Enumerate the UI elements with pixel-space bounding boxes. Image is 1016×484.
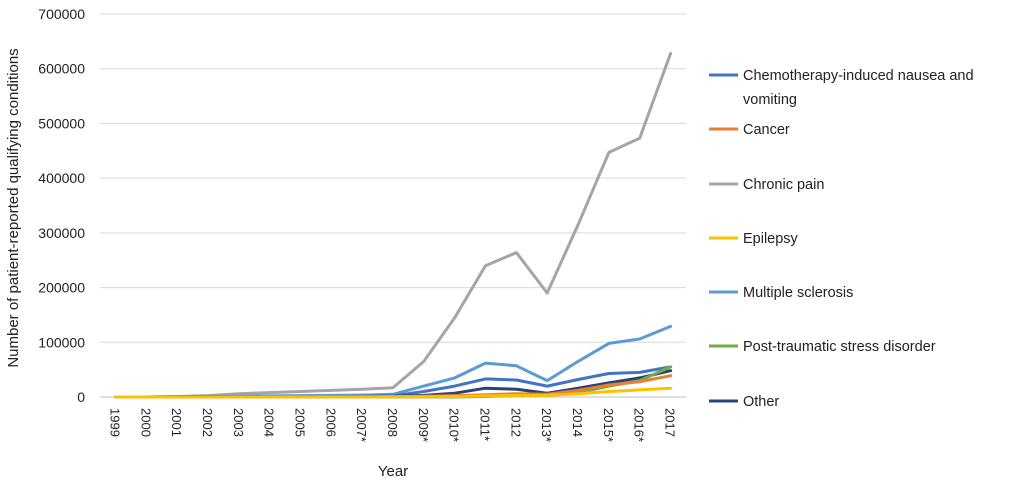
legend-label: Epilepsy [743,231,799,247]
legend-item: Epilepsy [709,231,799,247]
x-tick-label: 2016* [632,408,647,442]
x-tick-label: 1999 [107,408,122,437]
x-tick-label: 2003 [231,408,246,437]
y-tick-label: 400000 [38,170,85,186]
x-tick-label: 2008 [385,408,400,437]
y-tick-label: 600000 [38,61,85,77]
legend-label: Cancer [743,122,790,138]
series-lines [113,51,673,399]
x-tick-label: 2011* [478,408,493,441]
legend-label: Chemotherapy-induced nausea and vomiting [743,68,974,108]
legend-item: Other [709,394,779,410]
legend-item: Multiple sclerosis [709,285,853,301]
series-line-chronic-pain [113,51,673,399]
x-tick-label: 2005 [292,408,307,437]
y-tick-label: 300000 [38,225,85,241]
x-tick-label: 2002 [200,408,215,437]
y-tick-label: 700000 [38,6,85,22]
y-axis-title: Number of patient-reported qualifying co… [5,48,22,367]
series-line-epilepsy [113,386,673,399]
x-tick-label: 2001 [169,408,184,437]
x-tick-label: 2015* [601,408,616,442]
y-tick-label: 100000 [38,334,85,350]
y-tick-label: 500000 [38,115,85,131]
x-tick-label: 2006 [323,408,338,437]
legend-label: Chronic pain [743,177,824,193]
x-tick-label: 2004 [262,408,277,437]
y-axis-ticks: 0 100000 200000 300000 400000 500000 600000 700… [38,6,85,405]
x-tick-label: 2009* [416,408,431,442]
legend-label: Other [743,394,779,410]
x-tick-label: 2013* [539,408,554,442]
x-axis-ticks: 1999 2000 2001 2002 2003 2004 2005 2006 2007* 200… [107,408,677,442]
legend-item: Chemotherapy-induced nausea and vomiting [709,68,974,108]
legend-item: Cancer [709,122,790,138]
x-tick-label: 2010* [447,408,462,442]
legend-label: Multiple sclerosis [743,285,853,301]
legend-item: Post-traumatic stress disorder [709,339,936,355]
y-tick-label: 0 [77,389,85,405]
legend: Chemotherapy-induced nausea and vomiting C… [709,68,974,410]
gridlines [100,13,686,398]
x-tick-label: 2000 [138,408,153,437]
legend-item: Chronic pain [709,177,824,193]
x-tick-label: 2007* [354,408,369,442]
legend-label: Post-traumatic stress disorder [743,339,936,355]
x-axis-title: Year [378,463,408,480]
x-tick-label: 2017 [663,408,678,437]
x-tick-label: 2012 [508,408,523,437]
y-tick-label: 200000 [38,280,85,296]
x-tick-label: 2014 [570,408,585,437]
